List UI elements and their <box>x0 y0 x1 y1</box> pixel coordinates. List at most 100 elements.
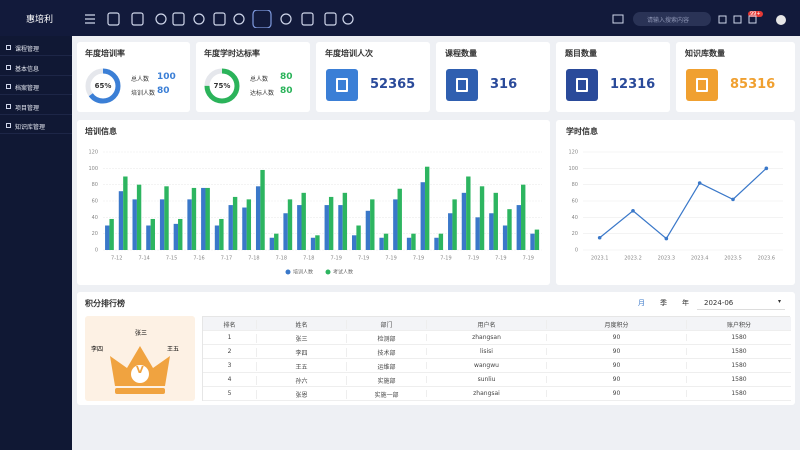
table-cell: zhangsai <box>426 390 546 397</box>
donut: 75% <box>204 68 240 104</box>
y-tick-label: 100 <box>88 166 98 172</box>
chart-title: 学时信息 <box>566 127 598 136</box>
table-row: 5 张恩 实施一部 zhangsai 90 1580 <box>203 387 791 401</box>
column-header: 用户名 <box>426 320 546 329</box>
menu-icon <box>6 103 11 109</box>
table-cell: 5 <box>227 390 232 397</box>
bar <box>228 205 233 250</box>
period-tab[interactable]: 年 <box>682 299 689 307</box>
y-tick-label: 60 <box>572 199 578 205</box>
bar <box>461 192 467 250</box>
legend-label: 考试人数 <box>333 269 353 276</box>
bar <box>191 187 197 250</box>
bar <box>351 235 357 250</box>
bar <box>397 188 402 250</box>
table-cell: 4 <box>227 376 232 383</box>
bar <box>342 192 348 250</box>
y-tick-label: 0 <box>575 248 578 254</box>
table-cell: 检测部 <box>346 334 426 343</box>
card-title: 课程数量 <box>445 49 477 58</box>
x-tick-label: 7-18 <box>248 256 259 262</box>
point <box>731 197 735 202</box>
stat-value: 80 <box>280 86 293 96</box>
bar <box>205 187 210 250</box>
card-icon <box>566 69 598 101</box>
tool-icons[interactable] <box>718 14 790 26</box>
menu-item[interactable]: 档案管理 <box>0 79 72 95</box>
stat-value: 80 <box>157 86 170 96</box>
count-value: 316 <box>490 77 518 92</box>
table-row: 1 张三 检测部 zhangsan 90 1580 <box>203 331 791 345</box>
period: 2024-06 <box>704 299 734 307</box>
table-cell: 90 <box>546 362 686 369</box>
bar <box>255 186 261 250</box>
podium-2: 李四 <box>91 346 104 353</box>
bar <box>448 213 453 250</box>
menu-icon <box>6 123 11 128</box>
y-tick-label: 100 <box>568 166 578 172</box>
bar <box>356 225 361 250</box>
y-tick-label: 20 <box>92 231 98 237</box>
bar <box>507 209 512 250</box>
bar <box>269 237 275 250</box>
table-cell: 90 <box>546 376 686 383</box>
x-tick-label: 7-14 <box>138 256 149 262</box>
donut: 65% <box>85 68 121 104</box>
bar <box>132 199 137 250</box>
bar <box>283 213 288 250</box>
bar <box>438 233 444 250</box>
x-tick-label: 7-19 <box>358 256 369 262</box>
menu-item[interactable]: 项目管理 <box>0 99 72 115</box>
point <box>697 181 702 185</box>
period-tab[interactable]: 季 <box>660 299 667 307</box>
bar <box>136 184 142 250</box>
bar <box>521 184 526 250</box>
search[interactable]: 请输入搜索内容 <box>633 12 711 26</box>
period-select[interactable]: 2024-06 ▾ <box>697 296 785 310</box>
donut-label: 75% <box>214 82 231 90</box>
icon-glyph <box>576 78 588 92</box>
stat-label: 达标人数 <box>250 90 275 97</box>
table-cell: 90 <box>546 334 686 341</box>
stat-value: 80 <box>280 72 293 82</box>
column-header: 姓名 <box>256 320 346 329</box>
x-tick-label: 2023.3 <box>658 256 676 262</box>
column-header: 账户积分 <box>686 320 791 329</box>
rate-card: 年度学时达标率 75% 总人数 80 达标人数 80 <box>196 42 310 112</box>
count-card: 知识库数量 85316 <box>676 42 795 112</box>
menu-icon <box>6 64 11 70</box>
x-tick-label: 7-19 <box>440 256 451 262</box>
bar <box>201 187 206 250</box>
x-tick-label: 2023.6 <box>758 256 776 262</box>
podium-3: 王五 <box>167 346 180 353</box>
bar <box>242 207 247 250</box>
y-tick-label: 60 <box>92 199 98 205</box>
bar <box>287 199 293 250</box>
legend-swatch <box>325 269 331 275</box>
bar <box>475 217 480 250</box>
screen-icon[interactable] <box>612 14 624 24</box>
bar <box>406 237 412 250</box>
table-cell: 1 <box>227 334 232 341</box>
chart-title: 培训信息 <box>85 127 117 136</box>
menu-item[interactable]: 知识库管理 <box>0 118 72 134</box>
count-card: 题目数量 12316 <box>556 42 670 112</box>
count-value: 52365 <box>370 77 416 92</box>
bar <box>164 186 169 250</box>
bar <box>365 210 371 250</box>
bar <box>452 199 457 250</box>
bar <box>297 205 302 250</box>
period-tab[interactable]: 月 <box>638 299 645 307</box>
bar <box>118 191 124 250</box>
podium-1: 张三 <box>135 330 148 337</box>
count-value: 85316 <box>730 77 776 92</box>
bar <box>466 176 471 250</box>
menu-item[interactable]: 课程管理 <box>0 40 72 56</box>
column-header: 月度积分 <box>546 320 686 329</box>
nav-icons[interactable] <box>80 10 360 28</box>
bar <box>310 237 316 250</box>
menu-item[interactable]: 基本信息 <box>0 60 72 76</box>
x-tick-label: 7-15 <box>166 256 177 262</box>
x-tick-label: 7-16 <box>193 256 204 262</box>
